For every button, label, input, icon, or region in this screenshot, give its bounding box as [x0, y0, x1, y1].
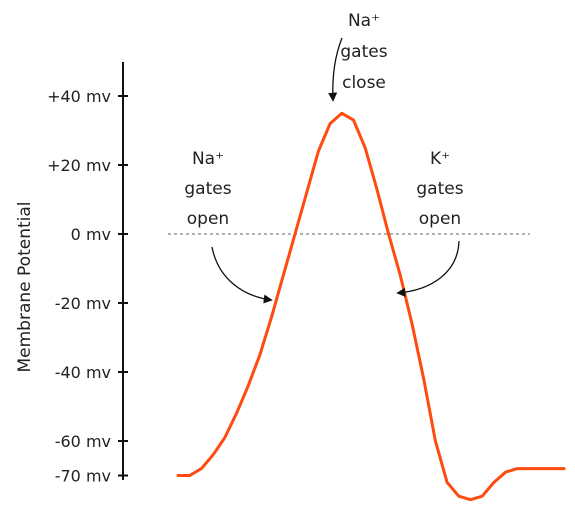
annotation-na-close: Na⁺ gates close	[328, 11, 388, 102]
annotation-k-open-line-1: K⁺	[430, 149, 450, 169]
y-tick-label: -40 mv	[55, 363, 111, 382]
y-axis-label: Membrane Potential	[15, 202, 35, 373]
arrow-na-close	[328, 37, 343, 102]
y-tick-label: +20 mv	[47, 156, 111, 175]
annotation-k-open-line-3: open	[419, 209, 461, 229]
arrow-k-open	[396, 240, 460, 297]
action-potential-curve	[176, 111, 566, 502]
annotation-k-open-line-2: gates	[416, 179, 463, 199]
y-tick-label: -60 mv	[55, 432, 111, 451]
annotation-na-open-line-3: open	[187, 209, 229, 229]
y-tick-label: -20 mv	[55, 294, 111, 313]
y-tick-label: +40 mv	[47, 87, 111, 106]
annotation-k-open: K⁺ gates open	[396, 149, 464, 297]
annotation-na-open-line-1: Na⁺	[192, 149, 224, 169]
y-tick-label: 0 mv	[71, 225, 111, 244]
annotation-na-open: Na⁺ gates open	[184, 149, 273, 304]
arrow-na-open	[211, 246, 273, 304]
annotation-na-close-line-2: gates	[340, 42, 387, 62]
annotation-na-close-line-3: close	[342, 73, 386, 93]
y-tick-label: -70 mv	[55, 467, 111, 486]
annotation-na-close-line-1: Na⁺	[348, 11, 380, 31]
annotation-na-open-line-2: gates	[184, 179, 231, 199]
y-axis-ticks: +40 mv +20 mv 0 mv -20 mv -40 mv -60 mv -70 mv	[47, 87, 128, 486]
